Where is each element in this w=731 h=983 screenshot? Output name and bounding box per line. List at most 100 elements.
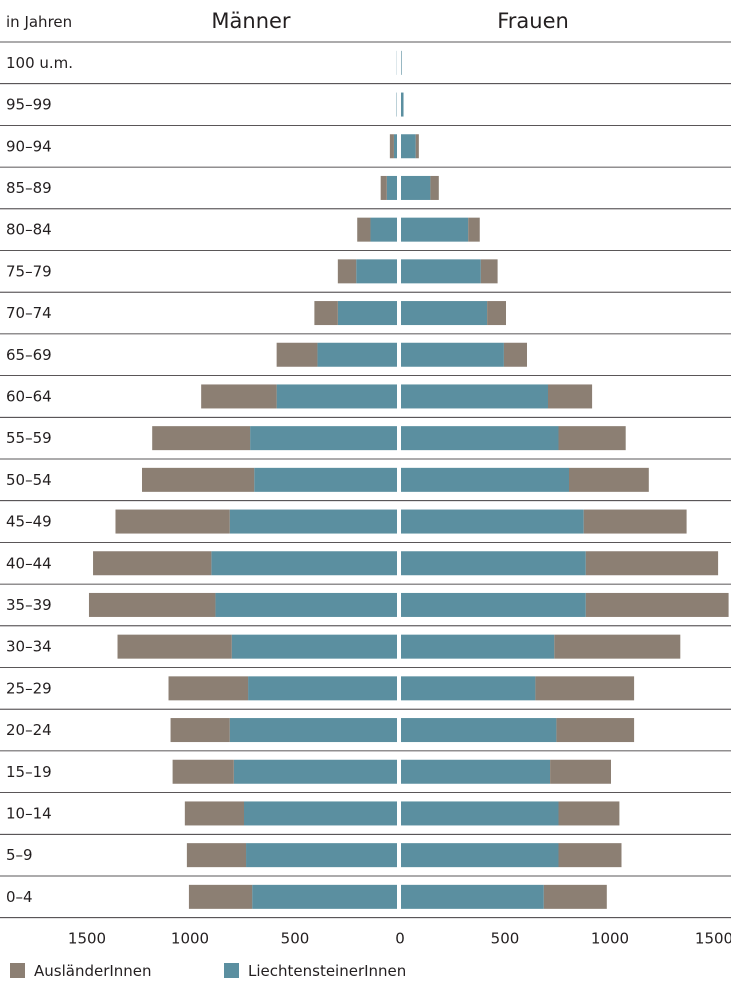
men-liechtensteiner-bar [386, 175, 397, 200]
men-liechtensteiner-bar [248, 676, 397, 701]
age-group-label: 45–49 [6, 513, 52, 531]
legend-label: AusländerInnen [34, 962, 152, 980]
women-liechtensteiner-bar [401, 592, 586, 617]
x-tick-label: 500 [281, 930, 310, 948]
women-auslaender-bar [415, 134, 419, 159]
women-auslaender-bar [468, 217, 480, 242]
men-liechtensteiner-bar [246, 843, 397, 868]
men-auslaender-bar [389, 134, 394, 159]
men-auslaender-bar [314, 301, 338, 326]
age-group-label: 50–54 [6, 471, 52, 489]
women-liechtensteiner-bar [401, 843, 559, 868]
age-group-label: 90–94 [6, 137, 52, 155]
age-group-label: 10–14 [6, 804, 52, 822]
men-auslaender-bar [276, 342, 318, 367]
women-auslaender-bar [558, 801, 620, 826]
age-group-label: 75–79 [6, 262, 52, 280]
men-auslaender-bar [184, 801, 244, 826]
x-tick-label: 1500 [695, 930, 731, 948]
men-auslaender-bar [357, 217, 371, 242]
women-auslaender-bar [480, 259, 498, 284]
men-auslaender-bar [380, 175, 387, 200]
age-group-label: 60–64 [6, 387, 52, 405]
men-auslaender-bar [172, 759, 234, 784]
men-auslaender-bar [186, 843, 247, 868]
men-auslaender-bar [88, 592, 216, 617]
age-group-label: 40–44 [6, 554, 52, 572]
women-liechtensteiner-bar [401, 301, 488, 326]
age-group-label: 25–29 [6, 679, 52, 697]
women-auslaender-bar [583, 509, 687, 534]
women-auslaender-bar [558, 426, 626, 451]
men-liechtensteiner-bar [244, 801, 397, 826]
men-auslaender-bar [168, 676, 249, 701]
men-liechtensteiner-bar [229, 509, 397, 534]
women-auslaender-bar [585, 551, 719, 576]
age-group-label: 65–69 [6, 346, 52, 364]
men-auslaender-bar [188, 884, 253, 909]
men-liechtensteiner-bar [393, 134, 397, 159]
women-liechtensteiner-bar [401, 217, 469, 242]
women-auslaender-bar [535, 676, 635, 701]
women-liechtensteiner-bar [401, 134, 416, 159]
men-auslaender-bar [115, 509, 230, 534]
women-liechtensteiner-bar [401, 884, 544, 909]
women-auslaender-bar [550, 759, 611, 784]
x-tick-label: 1000 [591, 930, 629, 948]
legend-swatch [10, 963, 25, 978]
women-auslaender-bar [554, 634, 681, 659]
age-group-label: 95–99 [6, 96, 52, 114]
women-auslaender-bar [543, 884, 607, 909]
men-liechtensteiner-bar [370, 217, 397, 242]
age-group-label: 30–34 [6, 638, 52, 656]
women-auslaender-bar [569, 467, 649, 492]
y-axis-label: in Jahren [6, 13, 72, 31]
women-auslaender-bar [548, 384, 593, 409]
women-auslaender-bar [556, 718, 635, 743]
women-liechtensteiner-bar [401, 259, 481, 284]
men-liechtensteiner-bar [317, 342, 397, 367]
men-auslaender-bar [117, 634, 232, 659]
women-liechtensteiner-bar [401, 759, 551, 784]
women-title: Frauen [497, 9, 569, 33]
x-tick-label: 1500 [68, 930, 106, 948]
women-liechtensteiner-bar [401, 676, 536, 701]
women-liechtensteiner-bar [401, 175, 431, 200]
men-liechtensteiner-bar [229, 718, 397, 743]
age-group-label: 35–39 [6, 596, 52, 614]
chart-rows: 100 u.m. 95–99 90–94 85–89 80–84 75–79 70–74 65… [0, 41, 731, 919]
men-auslaender-bar [337, 259, 357, 284]
age-group-label: 55–59 [6, 429, 52, 447]
women-liechtensteiner-bar [401, 634, 555, 659]
age-group-label: 0–4 [6, 888, 33, 906]
women-liechtensteiner-bar [401, 801, 559, 826]
men-liechtensteiner-bar [356, 259, 397, 284]
men-liechtensteiner-bar [337, 301, 397, 326]
women-auslaender-bar [503, 342, 527, 367]
men-liechtensteiner-bar [233, 759, 397, 784]
women-liechtensteiner-bar [401, 467, 569, 492]
women-liechtensteiner-bar [401, 426, 559, 451]
men-liechtensteiner-bar [254, 467, 397, 492]
women-liechtensteiner-bar [401, 50, 402, 75]
women-auslaender-bar [487, 301, 506, 326]
women-liechtensteiner-bar [401, 342, 504, 367]
x-tick-label: 1000 [171, 930, 209, 948]
legend-swatch [224, 963, 239, 978]
x-axis-ticks: 1500 1000 500 0 500 1000 1500 [68, 930, 731, 948]
women-auslaender-bar [558, 843, 622, 868]
men-title: Männer [211, 9, 291, 33]
legend: AusländerInnen LiechtensteinerInnen [10, 962, 406, 980]
men-auslaender-bar [201, 384, 277, 409]
age-group-label: 70–74 [6, 304, 52, 322]
women-liechtensteiner-bar [401, 92, 404, 117]
age-group-label: 15–19 [6, 763, 52, 781]
legend-label: LiechtensteinerInnen [248, 962, 406, 980]
men-auslaender-bar [170, 718, 230, 743]
men-liechtensteiner-bar [215, 592, 397, 617]
age-group-label: 100 u.m. [6, 54, 73, 72]
women-liechtensteiner-bar [401, 509, 584, 534]
age-group-label: 5–9 [6, 846, 33, 864]
men-liechtensteiner-bar [211, 551, 397, 576]
